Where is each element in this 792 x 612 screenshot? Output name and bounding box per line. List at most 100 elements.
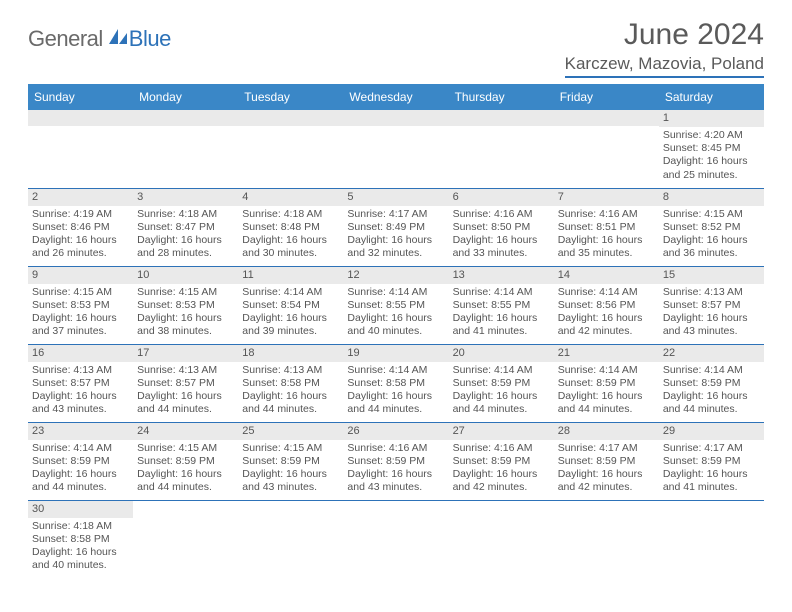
day-details: Sunrise: 4:16 AMSunset: 8:59 PMDaylight:…	[343, 440, 448, 497]
empty-day-bar	[449, 110, 554, 126]
sunset-text: Sunset: 8:59 PM	[663, 377, 760, 390]
logo-text-general: General	[28, 26, 103, 52]
day-details: Sunrise: 4:20 AMSunset: 8:45 PMDaylight:…	[659, 127, 764, 184]
calendar-table: Sunday Monday Tuesday Wednesday Thursday…	[28, 84, 764, 578]
day-number: 10	[133, 267, 238, 284]
day-details: Sunrise: 4:13 AMSunset: 8:57 PMDaylight:…	[28, 362, 133, 419]
daylight-text-1: Daylight: 16 hours	[347, 468, 444, 481]
calendar-row: 16Sunrise: 4:13 AMSunset: 8:57 PMDayligh…	[28, 344, 764, 422]
day-number: 11	[238, 267, 343, 284]
day-details: Sunrise: 4:18 AMSunset: 8:58 PMDaylight:…	[28, 518, 133, 575]
daylight-text-2: and 28 minutes.	[137, 247, 234, 260]
calendar-cell: 4Sunrise: 4:18 AMSunset: 8:48 PMDaylight…	[238, 188, 343, 266]
daylight-text-2: and 39 minutes.	[242, 325, 339, 338]
sunset-text: Sunset: 8:48 PM	[242, 221, 339, 234]
sunset-text: Sunset: 8:54 PM	[242, 299, 339, 312]
day-number: 9	[28, 267, 133, 284]
calendar-cell	[554, 110, 659, 188]
empty-day-bar	[28, 110, 133, 126]
sunrise-text: Sunrise: 4:15 AM	[137, 442, 234, 455]
daylight-text-2: and 42 minutes.	[558, 481, 655, 494]
day-details: Sunrise: 4:14 AMSunset: 8:56 PMDaylight:…	[554, 284, 659, 341]
daylight-text-1: Daylight: 16 hours	[242, 312, 339, 325]
calendar-cell	[133, 110, 238, 188]
calendar-cell: 30Sunrise: 4:18 AMSunset: 8:58 PMDayligh…	[28, 500, 133, 578]
day-number: 24	[133, 423, 238, 440]
sunset-text: Sunset: 8:59 PM	[558, 377, 655, 390]
daylight-text-2: and 43 minutes.	[347, 481, 444, 494]
sunset-text: Sunset: 8:50 PM	[453, 221, 550, 234]
calendar-cell: 20Sunrise: 4:14 AMSunset: 8:59 PMDayligh…	[449, 344, 554, 422]
sunset-text: Sunset: 8:58 PM	[242, 377, 339, 390]
calendar-cell	[238, 110, 343, 188]
day-number: 17	[133, 345, 238, 362]
calendar-cell	[343, 110, 448, 188]
calendar-row: 1Sunrise: 4:20 AMSunset: 8:45 PMDaylight…	[28, 110, 764, 188]
sunrise-text: Sunrise: 4:19 AM	[32, 208, 129, 221]
logo: General Blue	[28, 18, 171, 52]
daylight-text-1: Daylight: 16 hours	[453, 390, 550, 403]
sunrise-text: Sunrise: 4:14 AM	[453, 364, 550, 377]
sunrise-text: Sunrise: 4:14 AM	[453, 286, 550, 299]
sunset-text: Sunset: 8:53 PM	[32, 299, 129, 312]
sunset-text: Sunset: 8:59 PM	[347, 455, 444, 468]
day-number: 6	[449, 189, 554, 206]
sunrise-text: Sunrise: 4:13 AM	[242, 364, 339, 377]
daylight-text-2: and 44 minutes.	[32, 481, 129, 494]
sunset-text: Sunset: 8:45 PM	[663, 142, 760, 155]
day-number: 19	[343, 345, 448, 362]
calendar-cell	[659, 500, 764, 578]
calendar-body: 1Sunrise: 4:20 AMSunset: 8:45 PMDaylight…	[28, 110, 764, 578]
daylight-text-2: and 41 minutes.	[453, 325, 550, 338]
daylight-text-1: Daylight: 16 hours	[242, 234, 339, 247]
daylight-text-1: Daylight: 16 hours	[242, 390, 339, 403]
calendar-cell: 24Sunrise: 4:15 AMSunset: 8:59 PMDayligh…	[133, 422, 238, 500]
sunrise-text: Sunrise: 4:14 AM	[558, 286, 655, 299]
daylight-text-2: and 44 minutes.	[137, 481, 234, 494]
sunrise-text: Sunrise: 4:14 AM	[242, 286, 339, 299]
calendar-cell: 25Sunrise: 4:15 AMSunset: 8:59 PMDayligh…	[238, 422, 343, 500]
sunrise-text: Sunrise: 4:15 AM	[32, 286, 129, 299]
day-number: 20	[449, 345, 554, 362]
daylight-text-1: Daylight: 16 hours	[32, 546, 129, 559]
sunrise-text: Sunrise: 4:15 AM	[242, 442, 339, 455]
daylight-text-1: Daylight: 16 hours	[663, 390, 760, 403]
sunrise-text: Sunrise: 4:16 AM	[453, 208, 550, 221]
sunset-text: Sunset: 8:52 PM	[663, 221, 760, 234]
daylight-text-1: Daylight: 16 hours	[453, 312, 550, 325]
calendar-cell: 9Sunrise: 4:15 AMSunset: 8:53 PMDaylight…	[28, 266, 133, 344]
daylight-text-1: Daylight: 16 hours	[32, 234, 129, 247]
empty-day-bar	[554, 110, 659, 126]
sunset-text: Sunset: 8:55 PM	[453, 299, 550, 312]
daylight-text-1: Daylight: 16 hours	[137, 234, 234, 247]
sail-icon	[107, 27, 129, 52]
daylight-text-1: Daylight: 16 hours	[663, 468, 760, 481]
day-details: Sunrise: 4:14 AMSunset: 8:55 PMDaylight:…	[343, 284, 448, 341]
day-details: Sunrise: 4:16 AMSunset: 8:51 PMDaylight:…	[554, 206, 659, 263]
day-number: 21	[554, 345, 659, 362]
calendar-cell: 28Sunrise: 4:17 AMSunset: 8:59 PMDayligh…	[554, 422, 659, 500]
day-header: Friday	[554, 84, 659, 110]
calendar-cell: 16Sunrise: 4:13 AMSunset: 8:57 PMDayligh…	[28, 344, 133, 422]
day-number: 30	[28, 501, 133, 518]
sunrise-text: Sunrise: 4:18 AM	[137, 208, 234, 221]
daylight-text-2: and 26 minutes.	[32, 247, 129, 260]
title-underline	[565, 76, 764, 78]
sunset-text: Sunset: 8:59 PM	[242, 455, 339, 468]
day-header: Wednesday	[343, 84, 448, 110]
daylight-text-2: and 36 minutes.	[663, 247, 760, 260]
empty-day-bar	[238, 110, 343, 126]
day-details: Sunrise: 4:15 AMSunset: 8:53 PMDaylight:…	[28, 284, 133, 341]
sunset-text: Sunset: 8:59 PM	[558, 455, 655, 468]
day-number: 25	[238, 423, 343, 440]
day-details: Sunrise: 4:15 AMSunset: 8:59 PMDaylight:…	[238, 440, 343, 497]
sunset-text: Sunset: 8:53 PM	[137, 299, 234, 312]
calendar-cell: 15Sunrise: 4:13 AMSunset: 8:57 PMDayligh…	[659, 266, 764, 344]
calendar-cell	[133, 500, 238, 578]
calendar-cell: 8Sunrise: 4:15 AMSunset: 8:52 PMDaylight…	[659, 188, 764, 266]
daylight-text-1: Daylight: 16 hours	[663, 312, 760, 325]
daylight-text-1: Daylight: 16 hours	[558, 312, 655, 325]
daylight-text-1: Daylight: 16 hours	[137, 390, 234, 403]
sunset-text: Sunset: 8:58 PM	[32, 533, 129, 546]
day-number: 23	[28, 423, 133, 440]
